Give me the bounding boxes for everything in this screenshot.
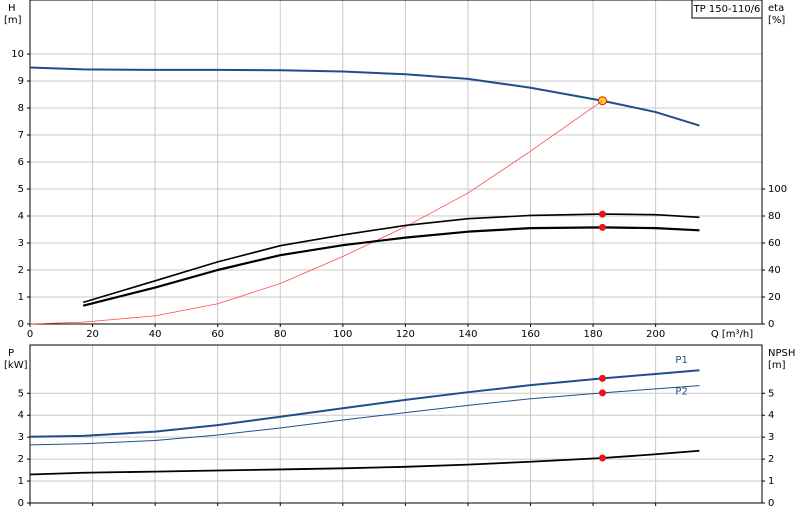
x-tick-label: 40: [149, 329, 162, 340]
series-label: P2: [675, 387, 687, 398]
duty-point: [598, 210, 606, 218]
duty-point: [598, 223, 606, 231]
y-tick-label: 1: [18, 476, 24, 487]
y-tick-label: 0: [18, 498, 24, 509]
y-tick-label: 6: [18, 157, 24, 168]
plot-frame: [29, 0, 763, 325]
y-tick-label: 7: [18, 130, 24, 141]
y2-unit: [m]: [768, 360, 786, 371]
y-tick-label: 9: [18, 76, 24, 87]
y-tick-label: 2: [18, 454, 24, 465]
y-tick-label: 5: [18, 184, 24, 195]
y-unit: [kW]: [4, 360, 28, 371]
y2-tick-label: 0: [768, 498, 774, 509]
y-tick-label: 4: [18, 410, 24, 421]
series-line: [29, 66, 700, 127]
series-line: [82, 226, 700, 307]
y-tick-label: 3: [18, 432, 24, 443]
y-tick-label: 5: [18, 388, 24, 399]
y2-tick-label: 2: [768, 454, 774, 465]
y2-tick-label: 40: [768, 265, 781, 276]
y2-tick-label: 1: [768, 476, 774, 487]
x-label: Q [m³/h]: [711, 329, 753, 340]
x-tick-label: 120: [396, 329, 415, 340]
y2-tick-label: 3: [768, 432, 774, 443]
series-line: [29, 369, 700, 438]
series-line: [82, 213, 700, 304]
model-label: TP 150-110/6: [693, 4, 761, 15]
series-line: [29, 385, 700, 446]
duty-point: [598, 374, 606, 382]
x-tick-label: 80: [274, 329, 287, 340]
x-tick-label: 20: [86, 329, 99, 340]
model-box: [691, 0, 763, 19]
x-tick-label: 0: [27, 329, 33, 340]
duty-point: [598, 454, 606, 462]
y-tick-label: 3: [18, 238, 24, 249]
y2-tick-label: 20: [768, 292, 781, 303]
y2-label: eta: [768, 3, 784, 14]
y-unit: [m]: [4, 15, 22, 26]
series-line: [29, 449, 700, 476]
y-tick-label: 8: [18, 103, 24, 114]
y-label: H: [8, 3, 16, 14]
y2-label: NPSH: [768, 348, 795, 359]
y2-tick-label: 80: [768, 211, 781, 222]
x-tick-label: 200: [646, 329, 665, 340]
y-label: P: [8, 348, 14, 359]
y-tick-label: 2: [18, 265, 24, 276]
x-tick-label: 180: [584, 329, 603, 340]
y2-unit: [%]: [768, 15, 785, 26]
y2-tick-label: 0: [768, 319, 774, 330]
x-tick-label: 60: [211, 329, 224, 340]
y-tick-label: 10: [11, 49, 24, 60]
y-tick-label: 0: [18, 319, 24, 330]
y2-tick-label: 60: [768, 238, 781, 249]
x-tick-label: 140: [458, 329, 477, 340]
y-tick-label: 4: [18, 211, 24, 222]
series-label: P1: [675, 355, 687, 366]
x-tick-label: 100: [333, 329, 352, 340]
x-tick-label: 160: [521, 329, 540, 340]
y-tick-label: 1: [18, 292, 24, 303]
y2-tick-label: 5: [768, 388, 774, 399]
duty-point: [598, 389, 606, 397]
series-line: [29, 100, 603, 325]
plot-frame: [29, 344, 763, 504]
y2-tick-label: 100: [768, 184, 787, 195]
y2-tick-label: 4: [768, 410, 774, 421]
